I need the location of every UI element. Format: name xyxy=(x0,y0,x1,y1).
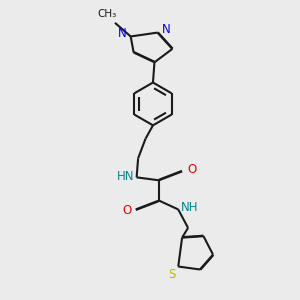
Text: N: N xyxy=(161,22,170,35)
Text: O: O xyxy=(187,164,196,176)
Text: O: O xyxy=(122,204,131,218)
Text: CH₃: CH₃ xyxy=(98,10,117,20)
Text: HN: HN xyxy=(117,170,134,183)
Text: NH: NH xyxy=(181,202,198,214)
Text: N: N xyxy=(118,27,127,40)
Text: S: S xyxy=(169,268,176,281)
